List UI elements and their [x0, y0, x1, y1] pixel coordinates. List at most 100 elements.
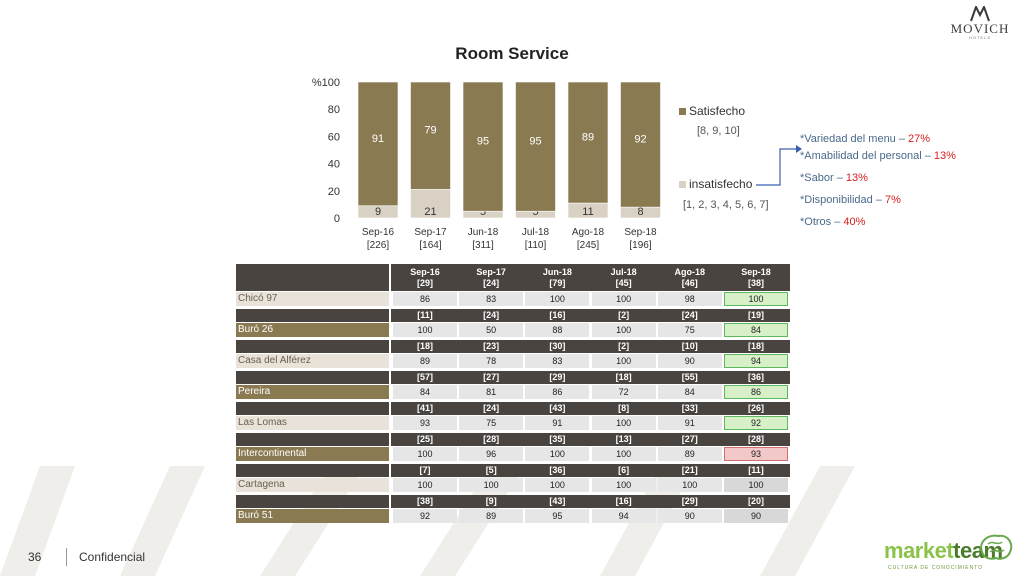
- table-value-cell: 100: [525, 447, 590, 461]
- note-percent: 13%: [845, 172, 868, 184]
- bar-satisfecho: [462, 81, 504, 212]
- note-item: *Otros – 40%: [800, 216, 865, 228]
- row-count-bg: [391, 433, 790, 446]
- note-item: *Sabor – 13%: [800, 172, 868, 184]
- note-label: *Disponibilidad –: [800, 194, 885, 206]
- table-value-cell: 90: [724, 509, 788, 523]
- table-value-cell: 84: [393, 385, 457, 399]
- table-value-cell: 90: [657, 509, 722, 523]
- row-count-cell: [29]: [681, 496, 698, 506]
- hotel-name: Cartagena: [236, 478, 389, 492]
- row-count-cell: [41]: [416, 403, 433, 413]
- data-label: 95: [477, 136, 489, 148]
- table-value-cell: 94: [724, 354, 788, 368]
- table-value-cell: 100: [525, 478, 590, 492]
- row-count-cell: [43]: [549, 403, 566, 413]
- y-tick-label: 0: [334, 213, 340, 225]
- hotel-name: Buró 51: [236, 509, 389, 523]
- table-value-cell: 89: [459, 509, 524, 523]
- row-count-cell: [26]: [747, 403, 764, 413]
- table-header-cell: Ago-18 [46]: [674, 267, 706, 288]
- row-count-cell: [36]: [549, 465, 566, 475]
- data-label: 8: [637, 206, 643, 218]
- note-label: *Sabor –: [800, 172, 846, 184]
- hotel-name: Pereira: [236, 385, 389, 399]
- legend-sub-satisfecho: [8, 9, 10]: [697, 125, 740, 137]
- data-label: 21: [424, 206, 436, 218]
- row-count-cell: [57]: [416, 372, 433, 382]
- table-value-cell: 86: [393, 292, 457, 306]
- row-count-cell: [5]: [485, 465, 497, 475]
- table-value-cell: 95: [525, 509, 590, 523]
- row-count-cell: [35]: [549, 434, 566, 444]
- data-label: 95: [529, 136, 541, 148]
- row-count-cell: [24]: [483, 403, 500, 413]
- marketteam-logo: marketteam CULTURA DE CONOCIMIENTO: [880, 530, 1020, 574]
- row-count-left: [236, 495, 389, 508]
- bar-satisfecho: [567, 81, 609, 204]
- movich-logo-sub: HOTELS: [968, 35, 991, 40]
- bar-satisfecho: [515, 81, 556, 212]
- row-count-cell: [55]: [681, 372, 698, 382]
- table-header-cell: Jun-18 [79]: [542, 267, 572, 288]
- hotel-name: Casa del Alférez: [236, 354, 389, 368]
- legend-swatch-satisfecho: [679, 108, 686, 115]
- hotel-name: Las Lomas: [236, 416, 389, 430]
- row-count-left: [236, 309, 389, 322]
- movich-logo-text: MOVICH: [950, 21, 1010, 36]
- table-value-cell: 98: [657, 292, 722, 306]
- row-count-cell: [28]: [747, 434, 764, 444]
- row-count-cell: [10]: [681, 341, 698, 351]
- data-label: 89: [582, 132, 594, 144]
- row-count-bg: [391, 495, 790, 508]
- note-label: *Amabilidad del personal –: [800, 150, 934, 162]
- table-value-cell: 84: [724, 323, 788, 337]
- table-value-cell: 93: [724, 447, 788, 461]
- row-count-bg: [391, 464, 790, 477]
- row-count-left: [236, 371, 389, 384]
- hotel-name: Buró 26: [236, 323, 389, 337]
- row-count-cell: [33]: [681, 403, 698, 413]
- row-count-cell: [2]: [618, 341, 630, 351]
- table-value-cell: 89: [657, 447, 722, 461]
- row-count-cell: [9]: [485, 496, 497, 506]
- table-value-cell: 100: [591, 323, 656, 337]
- hotel-name: Intercontinental: [236, 447, 389, 461]
- table-value-cell: 100: [724, 478, 788, 492]
- row-count-cell: [7]: [419, 465, 431, 475]
- legend-label-insatisfecho: insatisfecho: [689, 177, 753, 191]
- table-value-cell: 100: [591, 447, 656, 461]
- row-count-cell: [19]: [747, 310, 764, 320]
- x-tick-count: [196]: [629, 240, 651, 251]
- table-value-cell: 100: [591, 292, 656, 306]
- table-value-cell: 100: [525, 292, 590, 306]
- x-tick-count: [245]: [577, 240, 599, 251]
- table-value-cell: 100: [591, 354, 656, 368]
- y-tick-label: 40: [328, 159, 340, 171]
- x-tick-label: Sep-16: [362, 227, 395, 238]
- table-value-cell: 100: [724, 292, 788, 306]
- note-label: *Variedad del menu –: [800, 133, 909, 145]
- table-value-cell: 100: [393, 447, 457, 461]
- table-value-cell: 90: [657, 354, 722, 368]
- row-count-left: [236, 402, 389, 415]
- legend-label-satisfecho: Satisfecho: [689, 104, 746, 118]
- confidential-label: Confidencial: [79, 550, 146, 564]
- table-value-cell: 91: [525, 416, 590, 430]
- bar-satisfecho: [357, 81, 399, 207]
- table-value-cell: 86: [724, 385, 788, 399]
- table-value-cell: 50: [459, 323, 524, 337]
- x-tick-count: [226]: [367, 240, 389, 251]
- y-tick-label: 20: [328, 186, 340, 198]
- table-value-cell: 86: [525, 385, 590, 399]
- chart-title: Room Service: [455, 44, 569, 63]
- table-value-cell: 89: [393, 354, 457, 368]
- x-tick-label: Sep-18: [624, 227, 657, 238]
- table-value-cell: 100: [393, 478, 457, 492]
- page-number: 36: [28, 550, 42, 564]
- row-count-cell: [11]: [417, 310, 433, 320]
- table-header-cell: Jul-18 [45]: [610, 267, 637, 288]
- data-label: 92: [634, 134, 646, 146]
- table-value-cell: 93: [393, 416, 457, 430]
- table-value-cell: 81: [459, 385, 524, 399]
